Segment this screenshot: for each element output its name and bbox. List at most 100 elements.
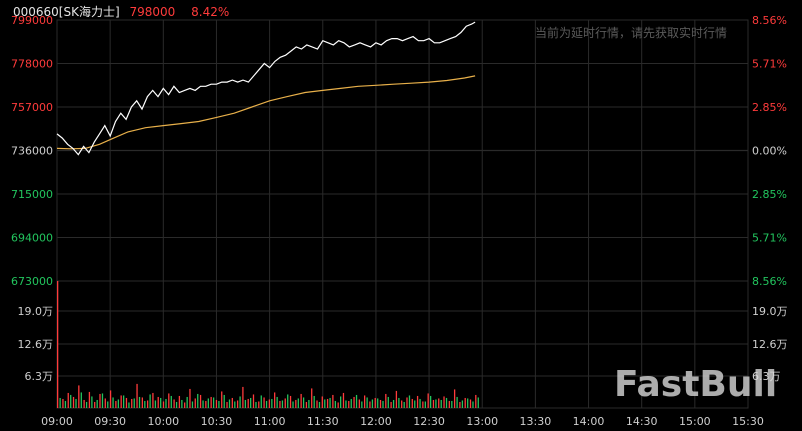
volume-bar-down — [239, 396, 241, 408]
volume-bar-up — [189, 388, 191, 408]
volume-bar-up — [464, 397, 466, 408]
volume-bar-down — [117, 399, 120, 408]
volume-bar-down — [91, 396, 93, 408]
volume-bar-up — [326, 398, 329, 408]
volume-bar-down — [59, 397, 61, 408]
volume-bar-up — [162, 401, 165, 408]
x-tick-label: 11:00 — [254, 415, 286, 428]
y-tick-label: 736000 — [11, 145, 53, 158]
volume-axis-right: 19.0万 12.6万 6.3万 — [752, 305, 788, 383]
volume-bar-down — [85, 401, 88, 408]
volume-bar-up — [125, 397, 128, 408]
volume-bar-down — [345, 400, 347, 408]
volume-bar-up — [459, 401, 461, 408]
volume-bar-up — [83, 399, 85, 408]
y-tick-label-right: 5.71% — [752, 232, 787, 245]
volume-bar-down — [398, 397, 400, 408]
volume-bar-down — [128, 402, 130, 408]
current-price: 798000 — [129, 5, 176, 19]
volume-bar-up — [242, 386, 244, 408]
x-tick-label: 10:00 — [147, 415, 179, 428]
volume-bar-up — [231, 397, 233, 408]
y-tick-label: 799000 — [11, 14, 53, 27]
volume-tick-label-right: 12.6万 — [752, 338, 788, 351]
volume-bar-up — [57, 281, 59, 408]
x-tick-label: 12:30 — [413, 415, 445, 428]
volume-bar-up — [363, 395, 366, 408]
volume-bar-up — [178, 395, 181, 408]
volume-bar-up — [406, 397, 408, 408]
x-tick-label: 09:30 — [94, 415, 126, 428]
y-tick-label: 715000 — [11, 188, 53, 201]
volume-bar-up — [131, 398, 133, 408]
volume-bar-down — [456, 396, 458, 408]
volume-bar-down — [170, 395, 172, 408]
volume-bar-down — [144, 400, 146, 408]
volume-bar-down — [223, 394, 225, 408]
volume-bar-up — [205, 400, 207, 408]
volume-bar-up — [385, 393, 387, 408]
volume-bar-down — [382, 400, 384, 408]
volume-bar-down — [250, 397, 252, 408]
volume-bar-down — [324, 399, 326, 408]
volume-bar-up — [422, 401, 424, 408]
volume-bar-down — [96, 399, 98, 408]
volume-bar-up — [448, 400, 450, 408]
volume-bar-down — [392, 399, 395, 408]
volume-bar-up — [247, 398, 249, 408]
volume-bar-down — [122, 395, 125, 408]
x-tick-label: 09:00 — [41, 415, 73, 428]
volume-tick-label-right: 19.0万 — [752, 305, 788, 318]
volume-bar-up — [453, 389, 456, 408]
volume-bar-down — [133, 398, 135, 408]
volume-bar-down — [403, 401, 405, 408]
plot-frame — [56, 19, 749, 409]
volume-bar-down — [149, 394, 151, 408]
average-price-line — [56, 75, 476, 150]
volume-bar-up — [353, 396, 355, 408]
volume-bar-up — [469, 399, 472, 408]
x-axis: 09:00 09:30 10:00 10:30 11:00 11:30 12:00 12:30… — [41, 415, 764, 428]
volume-bar-up — [390, 401, 392, 408]
volume-bar-down — [255, 401, 257, 408]
y-tick-label-right: 5.71% — [752, 58, 787, 71]
x-tick-label: 10:30 — [201, 415, 233, 428]
volume-bar-down — [329, 397, 331, 408]
x-tick-label: 15:30 — [732, 415, 764, 428]
y-tick-label-right: 8.56% — [752, 275, 787, 288]
y-tick-label: 757000 — [11, 101, 53, 114]
volume-bar-down — [429, 395, 432, 408]
volume-tick-label: 6.3万 — [25, 370, 54, 383]
volume-bar-up — [332, 394, 334, 408]
volume-bar-down — [435, 399, 437, 408]
volume-bar-up — [157, 396, 159, 408]
volume-bar-down — [197, 393, 199, 408]
volume-bar-down — [191, 401, 194, 408]
volume-bar-down — [271, 398, 273, 408]
volume-bar-down — [350, 398, 352, 408]
volume-bar-up — [416, 395, 419, 408]
volume-bar-up — [258, 401, 260, 408]
volume-bar-up — [411, 398, 413, 408]
volume-bar-up — [194, 398, 196, 408]
x-tick-label: 14:30 — [626, 415, 658, 428]
volume-bar-down — [302, 397, 305, 408]
volume-bar-up — [395, 390, 398, 408]
y-axis-right: 8.56% 5.71% 2.85% 0.00% 2.85% 5.71% 8.56% — [752, 14, 787, 288]
volume-bar-up — [210, 396, 212, 408]
volume-bar-down — [467, 398, 469, 408]
volume-bar-up — [369, 401, 371, 408]
volume-bar-down — [175, 401, 178, 408]
volume-bar-down — [366, 397, 368, 408]
volume-bar-down — [234, 401, 236, 408]
x-tick-label: 14:00 — [573, 415, 605, 428]
volume-bar-up — [215, 399, 218, 408]
volume-bar-up — [432, 399, 435, 408]
volume-bar-down — [361, 401, 363, 408]
volume-bar-down — [165, 398, 167, 408]
change-percent: 8.42% — [191, 5, 230, 19]
x-tick-label: 15:00 — [679, 415, 711, 428]
y-tick-label: 694000 — [11, 232, 53, 245]
volume-bar-down — [112, 397, 114, 408]
x-tick-label: 11:30 — [307, 415, 339, 428]
